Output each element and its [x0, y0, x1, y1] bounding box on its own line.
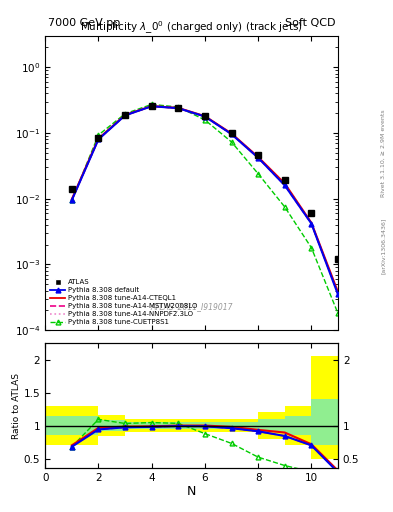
Text: Soft QCD: Soft QCD — [285, 18, 335, 29]
Text: Rivet 3.1.10, ≥ 2.9M events: Rivet 3.1.10, ≥ 2.9M events — [381, 110, 386, 198]
X-axis label: N: N — [187, 485, 196, 498]
Legend: ATLAS, Pythia 8.308 default, Pythia 8.308 tune-A14-CTEQL1, Pythia 8.308 tune-A14: ATLAS, Pythia 8.308 default, Pythia 8.30… — [49, 278, 199, 327]
Text: ATLAS_2011_I919017: ATLAS_2011_I919017 — [151, 302, 233, 311]
Y-axis label: Ratio to ATLAS: Ratio to ATLAS — [12, 373, 21, 439]
Text: [arXiv:1306.3436]: [arXiv:1306.3436] — [381, 218, 386, 274]
Text: 7000 GeV pp: 7000 GeV pp — [48, 18, 120, 29]
Title: Multiplicity $\lambda\_0^0$ (charged only) (track jets): Multiplicity $\lambda\_0^0$ (charged onl… — [80, 19, 303, 36]
